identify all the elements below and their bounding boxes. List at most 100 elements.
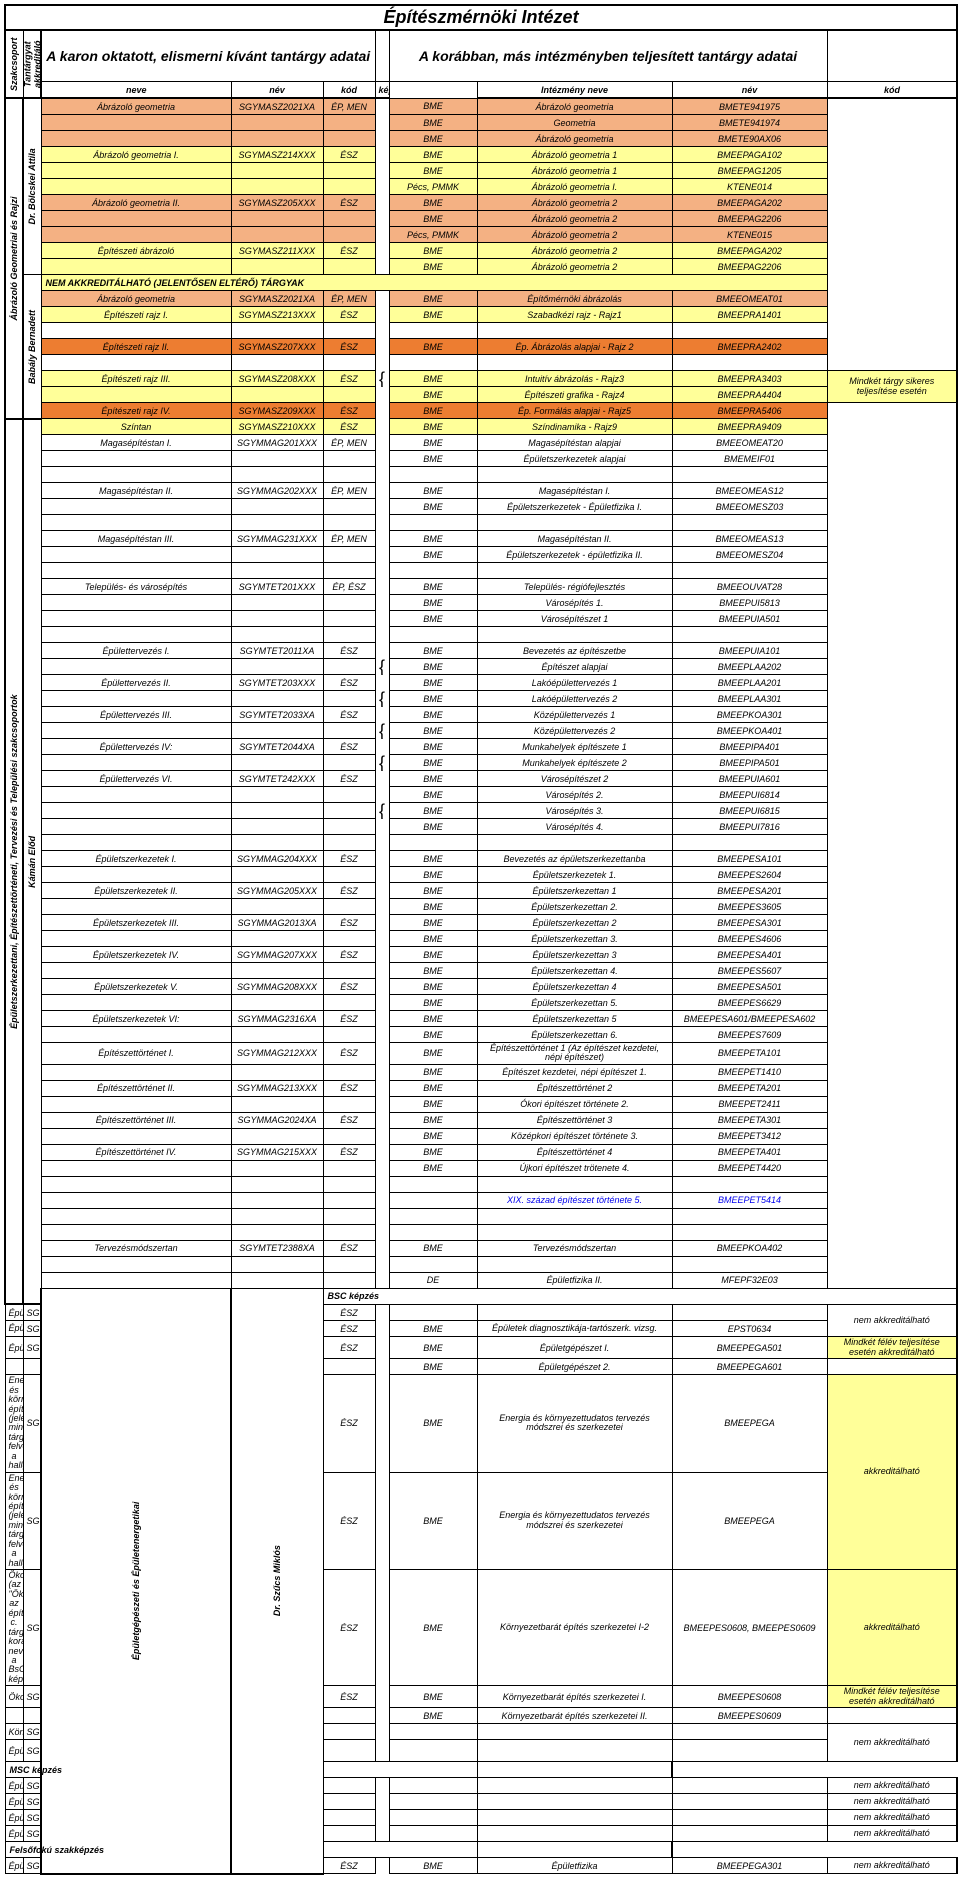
course-program: ÉSZ [323, 643, 375, 659]
prev-course-name: Ép. Ábrázolás alapjai - Rajz 2 [477, 339, 672, 355]
institution [389, 1826, 477, 1842]
condition: nem akkreditálható [827, 1810, 957, 1826]
prev-course-code: BMEEPLAA301 [672, 691, 827, 707]
institution: BME [389, 595, 477, 611]
course-name: Épületfizika és épületenergetika [5, 1778, 23, 1794]
course-code [231, 867, 323, 883]
course-code: SGYMMAG204XXX [231, 851, 323, 867]
course-program [323, 1794, 375, 1810]
course-program: ÉSZ [323, 1144, 375, 1160]
prev-course-name: Ábrázoló geometria 2 [477, 259, 672, 275]
group-2: Épületszerkezettani, Építészettörténeti,… [5, 419, 23, 1305]
course-name: Épületszerkezetek V. [41, 979, 231, 995]
institution: BME [389, 1240, 477, 1256]
course-program: ÉSZ [323, 243, 375, 259]
course-code: SGYMMAG208XXX [231, 979, 323, 995]
col-neve: neve [41, 82, 231, 99]
page-title: Építészmérnöki Intézet [5, 5, 957, 30]
prev-course-code: BMEEPES3605 [672, 899, 827, 915]
prev-course-code: BMEEPUI6815 [672, 803, 827, 819]
prev-course-name: Középülettervezés 1 [477, 707, 672, 723]
prev-course-name: Épületszerkezetek alapjai [477, 451, 672, 467]
prev-course-code: BMEEPUIA501 [672, 611, 827, 627]
course-program: ÉSZ [323, 339, 375, 355]
condition: Mindkét tárgy sikeres teljesítése esetén [827, 371, 957, 403]
teacher-1a: Dr. Bölcskei Attila [23, 98, 41, 275]
prev-course-name: Lakóépülettervezés 1 [477, 675, 672, 691]
course-name [41, 387, 231, 403]
course-program [323, 755, 375, 771]
institution: BME [389, 1686, 477, 1708]
course-name [41, 867, 231, 883]
prev-course-code: BMEEOUVAT28 [672, 579, 827, 595]
course-code: SGYMMAG205XXX [231, 883, 323, 899]
course-name [41, 227, 231, 243]
col-kod: kód [323, 82, 375, 99]
course-program: ÉP, MEN [323, 483, 375, 499]
course-code [231, 931, 323, 947]
course-name [41, 1064, 231, 1080]
course-name: Épületszerkezetek I. [41, 851, 231, 867]
course-code [231, 1064, 323, 1080]
course-name [41, 163, 231, 179]
course-code: SGYMTET201XXX [231, 579, 323, 595]
course-code: SGYMMAG237XXX [23, 1321, 41, 1337]
prev-course-code: KTENE015 [672, 227, 827, 243]
course-program: ÉSZ [323, 1011, 375, 1027]
course-name: Épületfizika [5, 1810, 23, 1826]
prev-course-name: Építészet alapjai [477, 659, 672, 675]
course-name: Energia- és környezettudatos építés (jel… [5, 1472, 23, 1569]
prev-course-code: BMEEPLAA202 [672, 659, 827, 675]
course-code: SGYMTET2044XA [231, 739, 323, 755]
course-code: SGYMASZ213XXX [231, 307, 323, 323]
prev-course-code: BMEEPEGA501 [672, 1337, 827, 1359]
course-name: Építészettörténet II. [41, 1080, 231, 1096]
prev-course-code: BMEEPRA1401 [672, 307, 827, 323]
course-name [5, 1708, 23, 1724]
course-code: SGYMASZ208XXX [231, 371, 323, 387]
course-name: Építészeti rajz I. [41, 307, 231, 323]
institution [389, 1192, 477, 1208]
course-name: Épületgépészeti ismeretek [5, 1740, 23, 1762]
course-code [231, 1176, 323, 1192]
prev-course-name [477, 1810, 672, 1826]
prev-course-name: Városépítészet 1 [477, 611, 672, 627]
prev-course-name: Bevezetés az épületszerkezettanba [477, 851, 672, 867]
institution: BME [389, 371, 477, 387]
course-program [323, 691, 375, 707]
prev-course-code: BMEEOMEAS12 [672, 483, 827, 499]
institution: BME [389, 819, 477, 835]
prev-course-code: BMEEPAG1205 [672, 163, 827, 179]
course-name [41, 1224, 231, 1240]
course-code: SGYMMAG231XXX [231, 531, 323, 547]
course-name [41, 787, 231, 803]
prev-course-name: Település- régiófejlesztés [477, 579, 672, 595]
course-program [323, 227, 375, 243]
prev-course-code: BMEEPET3412 [672, 1128, 827, 1144]
course-code: SGYMMAG211XXX [23, 1337, 41, 1359]
course-name: Építészettörténet IV. [41, 1144, 231, 1160]
course-code [231, 1224, 323, 1240]
institution: BME [389, 291, 477, 307]
course-program [323, 723, 375, 739]
prev-course-name: Magasépítéstan alapjai [477, 435, 672, 451]
prev-course-name: Építészettörténet 4 [477, 1144, 672, 1160]
condition: nem akkreditálható [827, 1826, 957, 1842]
course-code: SGYMMAG2316XA [231, 1011, 323, 1027]
prev-course-code: BMEEPKOA301 [672, 707, 827, 723]
prev-course-code: BMEEPES0609 [672, 1708, 827, 1724]
institution: BME [389, 1472, 477, 1569]
course-name: Épületszerkezetek II. [41, 883, 231, 899]
course-name [41, 259, 231, 275]
institution: BME [389, 803, 477, 819]
prev-course-code: BMEMEIF01 [672, 451, 827, 467]
institution: BME [389, 899, 477, 915]
prev-course-name: Középülettervezés 2 [477, 723, 672, 739]
course-code [231, 387, 323, 403]
course-name [41, 595, 231, 611]
institution: BME [389, 1359, 477, 1375]
prev-course-name: Épületszerkezettan 4. [477, 963, 672, 979]
course-name: Ökológia az építészetben [5, 1686, 23, 1708]
prev-course-name: Ábrázoló geometria 2 [477, 243, 672, 259]
prev-course-code: BMEEPESA201 [672, 883, 827, 899]
